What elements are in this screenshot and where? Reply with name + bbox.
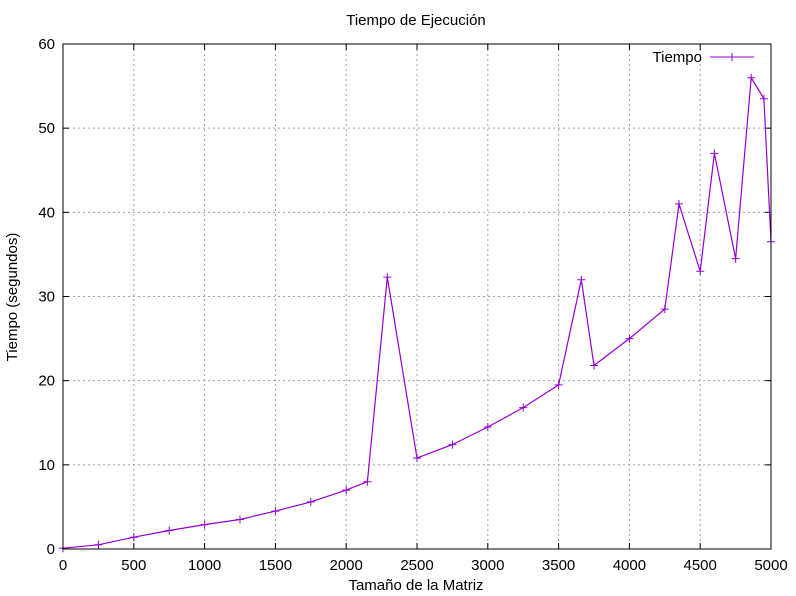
y-axis-title: Tiempo (segundos) [4,233,21,362]
data-point [383,273,392,282]
x-tick-label: 4000 [613,557,646,574]
y-tick-label: 0 [47,541,55,558]
data-point [363,477,372,486]
data-point [165,526,174,535]
x-tick-label: 3000 [471,557,504,574]
plot-area-border [62,43,772,550]
data-point [731,254,740,263]
x-tick-label: 2500 [400,557,433,574]
data-point [519,403,528,412]
data-point [660,305,669,314]
x-tick-label: 5000 [754,557,787,574]
data-point [483,423,492,431]
data-point [759,94,768,103]
y-tick-label: 10 [38,457,55,474]
data-point [306,497,315,506]
y-tick-label: 20 [38,373,55,390]
axis-ticks: 0 500 1000 1500 2000 2500 3000 3500 4000 4500 5000… [38,36,787,574]
data-point [342,486,351,495]
legend-label: Tiempo [653,49,702,66]
data-point [129,533,138,542]
x-tick-label: 4500 [684,557,717,574]
data-point [625,334,634,343]
x-tick-label: 1000 [188,557,221,574]
data-point [236,515,244,524]
data-point [448,440,457,449]
x-tick-label: 3500 [542,557,575,574]
x-tick-label: 2000 [330,557,363,574]
data-point [675,199,683,208]
data-point [200,520,209,529]
data-point [747,73,756,82]
x-axis-title: Tamaño de la Matriz [348,577,483,594]
chart-title: Tiempo de Ejecución [346,12,486,29]
grid [63,44,771,549]
x-tick-label: 0 [59,557,67,574]
data-point [577,275,586,284]
data-point [590,361,598,370]
data-point [271,507,280,516]
data-point [94,540,103,549]
data-point [554,380,563,389]
data-point [696,267,705,276]
y-tick-label: 30 [38,289,55,306]
y-tick-label: 50 [38,120,55,137]
y-tick-label: 40 [38,204,55,221]
data-point [413,454,421,463]
data-point [710,149,719,158]
x-tick-label: 1500 [259,557,292,574]
legend: Tiempo [653,49,754,66]
x-tick-label: 500 [121,557,146,574]
legend-marker [728,53,736,61]
y-tick-label: 60 [38,36,55,53]
